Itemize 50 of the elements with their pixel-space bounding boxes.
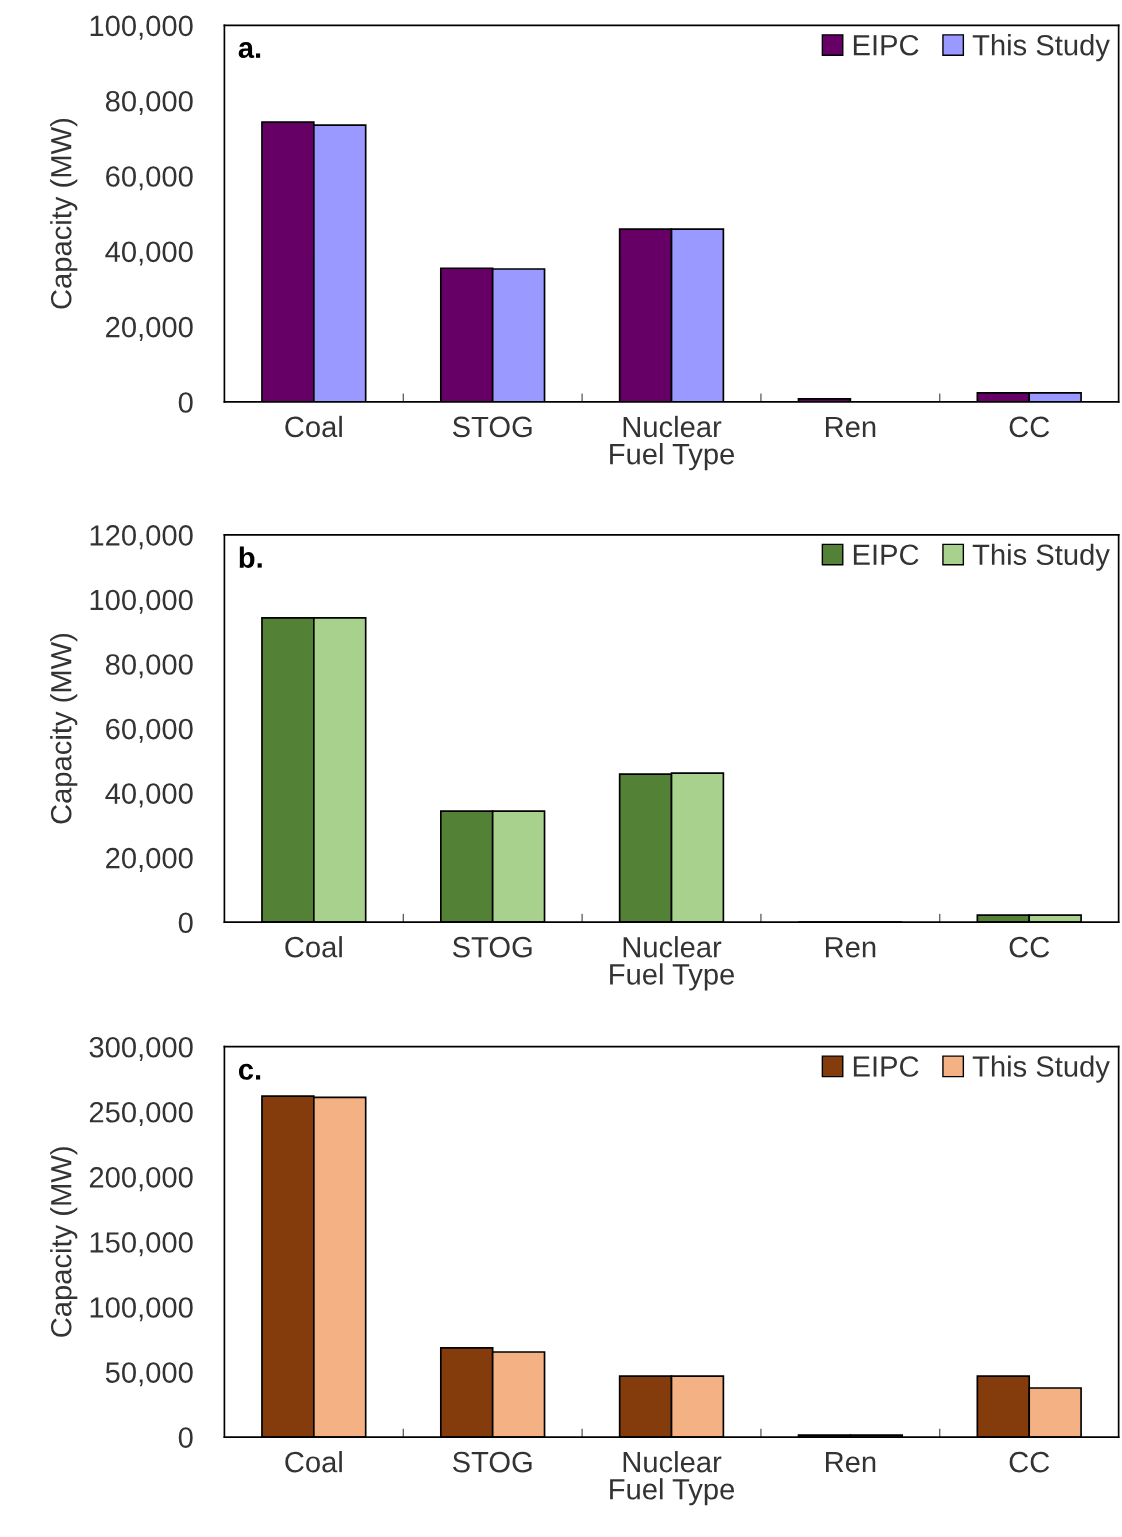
y-tick-label: 100,000 bbox=[90, 15, 193, 40]
y-tick-label: 20,000 bbox=[106, 316, 193, 341]
x-tick-label: Nuclear bbox=[623, 936, 722, 958]
x-tick-label: CC bbox=[1009, 416, 1050, 438]
y-tick-label: 100,000 bbox=[90, 589, 193, 614]
y-tick-label: 40,000 bbox=[105, 783, 193, 808]
y-tick-label: 0 bbox=[178, 392, 193, 413]
y-tick-label: 200,000 bbox=[89, 1167, 193, 1192]
x-tick-label: Nuclear bbox=[623, 415, 722, 438]
x-axis-title: Fuel Type bbox=[610, 1478, 735, 1506]
y-tick-label: 100,000 bbox=[90, 1297, 193, 1322]
y-tick-label: 60,000 bbox=[106, 166, 193, 191]
x-tick-label: STOG bbox=[452, 416, 532, 438]
y-tick-label: 80,000 bbox=[105, 90, 193, 115]
x-tick-label: Coal bbox=[285, 415, 342, 438]
x-axis-title: Fuel Type bbox=[610, 443, 735, 471]
x-tick-label: Coal bbox=[285, 936, 342, 958]
x-tick-label: Nuclear bbox=[623, 1450, 722, 1473]
legend-label: This Study bbox=[972, 543, 1110, 571]
y-tick-label: 80,000 bbox=[105, 654, 193, 679]
y-tick-label: 250,000 bbox=[89, 1101, 193, 1127]
x-tick-label: Ren bbox=[826, 1452, 876, 1473]
x-tick-label: Ren bbox=[826, 416, 876, 438]
x-tick-label: CC bbox=[1009, 936, 1050, 958]
y-tick-label: 120,000 bbox=[90, 525, 193, 550]
x-tick-label: Coal bbox=[285, 1450, 342, 1473]
x-tick-label: STOG bbox=[452, 1451, 532, 1473]
annotation: a. bbox=[238, 42, 261, 59]
y-axis-title: Capacity (MW) bbox=[50, 633, 78, 824]
x-tick-label: STOG bbox=[452, 936, 532, 958]
y-axis-title: Capacity (MW) bbox=[50, 119, 78, 309]
legend-label: This Study bbox=[972, 1055, 1110, 1083]
legend-label: EIPC bbox=[853, 34, 919, 56]
y-tick-label: 20,000 bbox=[106, 847, 193, 872]
annotation: c. bbox=[238, 1063, 261, 1080]
x-tick-label: Ren bbox=[826, 937, 876, 958]
x-axis-title: Fuel Type bbox=[610, 963, 735, 991]
legend-label: EIPC bbox=[853, 1056, 919, 1077]
legend-label: EIPC bbox=[853, 544, 919, 566]
y-tick-label: 150,000 bbox=[90, 1232, 193, 1257]
y-tick-label: 60,000 bbox=[106, 718, 193, 743]
x-tick-label: CC bbox=[1009, 1451, 1050, 1473]
y-axis-title: Capacity (MW) bbox=[50, 1147, 78, 1337]
y-tick-label: 0 bbox=[178, 1427, 193, 1448]
y-tick-label: 50,000 bbox=[105, 1362, 193, 1387]
y-tick-label: 40,000 bbox=[105, 241, 193, 266]
annotation: b. bbox=[239, 546, 262, 568]
y-tick-label: 300,000 bbox=[89, 1036, 193, 1061]
y-tick-label: 0 bbox=[178, 912, 193, 934]
legend-label: This Study bbox=[972, 34, 1110, 62]
